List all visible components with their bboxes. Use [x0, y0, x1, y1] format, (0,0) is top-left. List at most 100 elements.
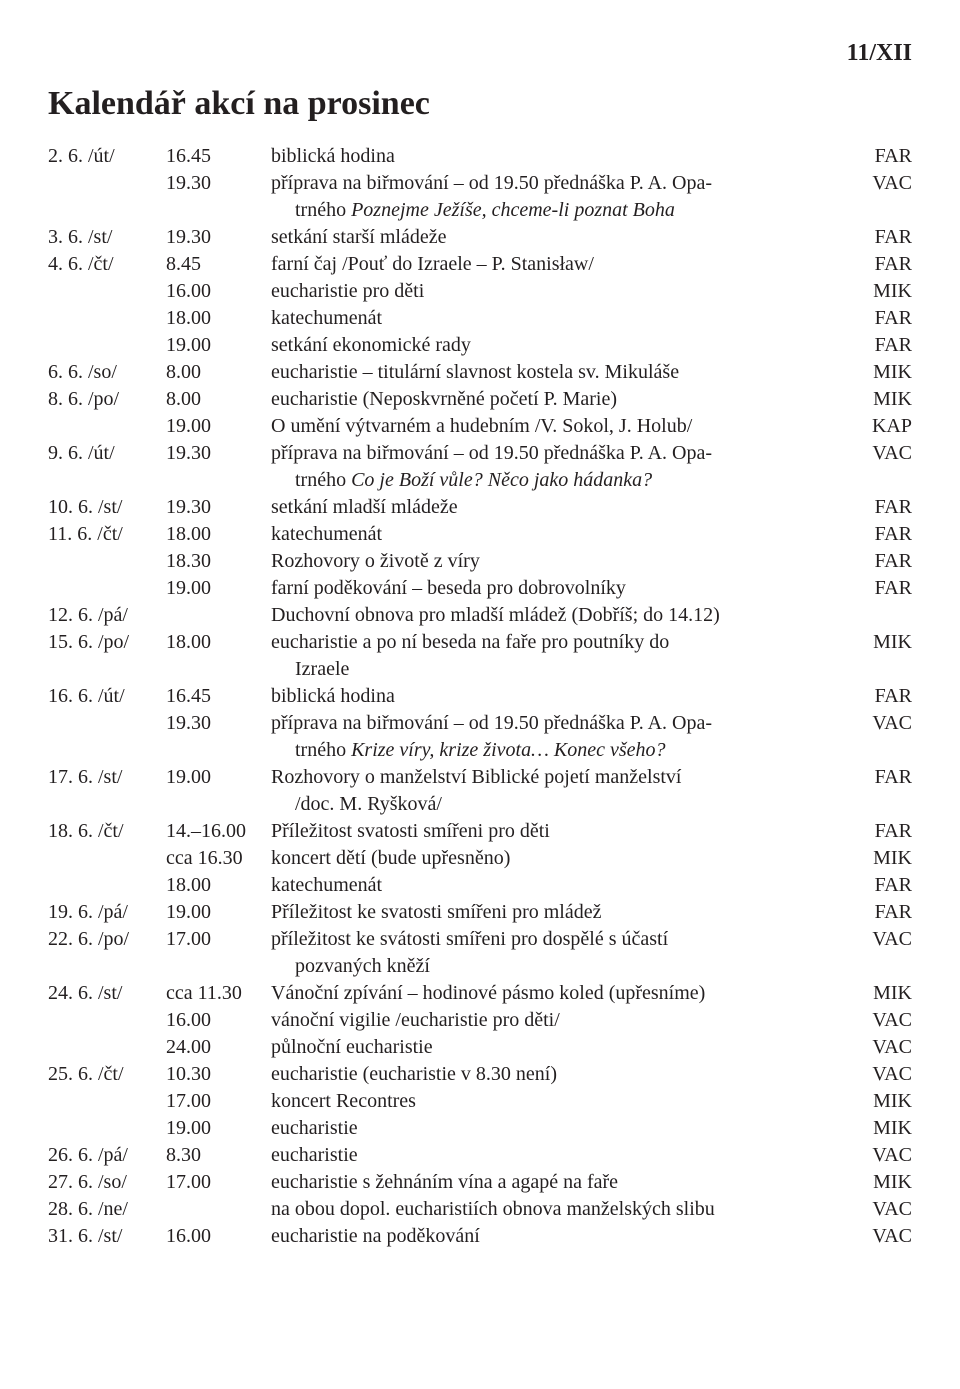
calendar-row: 19.30příprava na biřmování – od 19.50 př… [48, 170, 912, 197]
description-cell: biblická hodina [271, 683, 854, 710]
calendar-row: 15. 6. /po/18.00eucharistie a po ní bese… [48, 629, 912, 656]
description-cell: příprava na biřmování – od 19.50 přednáš… [271, 440, 854, 467]
description-cell: katechumenát [271, 305, 854, 332]
description-cell: farní čaj /Pouť do Izraele – P. Stanisła… [271, 251, 854, 278]
time-cell: 18.00 [166, 629, 271, 656]
description-cell: eucharistie (eucharistie v 8.30 není) [271, 1061, 854, 1088]
time-cell: 14.–16.00 [166, 818, 271, 845]
location-code-cell: FAR [854, 548, 912, 575]
calendar-row: 17. 6. /st/19.00Rozhovory o manželství B… [48, 764, 912, 791]
date-cell [48, 1034, 166, 1061]
time-cell: 17.00 [166, 1088, 271, 1115]
date-cell [48, 170, 166, 197]
time-cell: cca 16.30 [166, 845, 271, 872]
date-cell [48, 197, 166, 224]
date-cell: 25. 6. /čt/ [48, 1061, 166, 1088]
time-cell: 19.30 [166, 710, 271, 737]
date-cell: 19. 6. /pá/ [48, 899, 166, 926]
time-cell: 16.00 [166, 1223, 271, 1250]
date-cell [48, 332, 166, 359]
date-cell [48, 953, 166, 980]
calendar-row: 27. 6. /so/17.00eucharistie s žehnáním v… [48, 1169, 912, 1196]
calendar-row: 2. 6. /út/16.45biblická hodinaFAR [48, 143, 912, 170]
location-code-cell: MIK [854, 386, 912, 413]
date-cell: 17. 6. /st/ [48, 764, 166, 791]
location-code-cell: FAR [854, 332, 912, 359]
time-cell: 19.00 [166, 413, 271, 440]
location-code-cell: KAP [854, 413, 912, 440]
date-cell: 11. 6. /čt/ [48, 521, 166, 548]
description-cell: farní poděkování – beseda pro dobrovolní… [271, 575, 854, 602]
date-cell [48, 305, 166, 332]
calendar-row: trného Co je Boží vůle? Něco jako hádank… [48, 467, 912, 494]
time-cell: 19.00 [166, 1115, 271, 1142]
description-cell: Příležitost ke svatosti smířeni pro mlád… [271, 899, 854, 926]
description-cell: eucharistie pro děti [271, 278, 854, 305]
location-code-cell: MIK [854, 1088, 912, 1115]
time-cell [166, 656, 271, 683]
time-cell: cca 11.30 [166, 980, 271, 1007]
time-cell: 19.30 [166, 440, 271, 467]
calendar-row: 24. 6. /st/cca 11.30Vánoční zpívání – ho… [48, 980, 912, 1007]
time-cell: 19.30 [166, 170, 271, 197]
location-code-cell [854, 791, 912, 818]
time-cell: 18.30 [166, 548, 271, 575]
date-cell [48, 710, 166, 737]
location-code-cell: FAR [854, 251, 912, 278]
calendar-row: 19.00eucharistieMIK [48, 1115, 912, 1142]
calendar-row: trného Poznejme Ježíše, chceme-li poznat… [48, 197, 912, 224]
calendar-row: 25. 6. /čt/10.30eucharistie (eucharistie… [48, 1061, 912, 1088]
time-cell: 19.00 [166, 899, 271, 926]
calendar-row: 18. 6. /čt/14.–16.00Příležitost svatosti… [48, 818, 912, 845]
time-cell: 18.00 [166, 305, 271, 332]
description-cell: Příležitost svatosti smířeni pro děti [271, 818, 854, 845]
date-cell: 15. 6. /po/ [48, 629, 166, 656]
location-code-cell: FAR [854, 494, 912, 521]
date-cell: 10. 6. /st/ [48, 494, 166, 521]
calendar-row: 18.00katechumenátFAR [48, 872, 912, 899]
time-cell: 10.30 [166, 1061, 271, 1088]
issue-number: 11/XII [48, 40, 912, 67]
description-cell: koncert dětí (bude upřesněno) [271, 845, 854, 872]
calendar-row: 16.00eucharistie pro dětiMIK [48, 278, 912, 305]
description-cell: Rozhovory o manželství Biblické pojetí m… [271, 764, 854, 791]
description-cell: příprava na biřmování – od 19.50 přednáš… [271, 710, 854, 737]
calendar-row: 31. 6. /st/16.00eucharistie na poděkován… [48, 1223, 912, 1250]
date-cell: 31. 6. /st/ [48, 1223, 166, 1250]
date-cell [48, 278, 166, 305]
location-code-cell: FAR [854, 764, 912, 791]
description-cell: /doc. M. Ryšková/ [271, 791, 854, 818]
time-cell: 19.00 [166, 575, 271, 602]
location-code-cell: FAR [854, 872, 912, 899]
location-code-cell: VAC [854, 710, 912, 737]
date-cell [48, 467, 166, 494]
calendar-row: 28. 6. /ne/na obou dopol. eucharistiích … [48, 1196, 912, 1223]
location-code-cell: MIK [854, 845, 912, 872]
location-code-cell: FAR [854, 143, 912, 170]
location-code-cell: VAC [854, 926, 912, 953]
date-cell [48, 1088, 166, 1115]
date-cell: 22. 6. /po/ [48, 926, 166, 953]
calendar-row: 6. 6. /so/8.00eucharistie – titulární sl… [48, 359, 912, 386]
location-code-cell: VAC [854, 1007, 912, 1034]
calendar-row: 19. 6. /pá/19.00Příležitost ke svatosti … [48, 899, 912, 926]
calendar-row: 19.00O umění výtvarném a hudebním /V. So… [48, 413, 912, 440]
calendar-row: 24.00půlnoční eucharistieVAC [48, 1034, 912, 1061]
description-cell: eucharistie [271, 1142, 854, 1169]
location-code-cell [854, 602, 912, 629]
location-code-cell: FAR [854, 683, 912, 710]
page-title: Kalendář akcí na prosinec [48, 85, 912, 123]
location-code-cell: FAR [854, 575, 912, 602]
description-cell: trného Krize víry, krize života… Konec v… [271, 737, 854, 764]
location-code-cell: VAC [854, 1061, 912, 1088]
description-cell: katechumenát [271, 872, 854, 899]
location-code-cell: VAC [854, 170, 912, 197]
time-cell: 16.00 [166, 1007, 271, 1034]
date-cell [48, 413, 166, 440]
description-cell: biblická hodina [271, 143, 854, 170]
time-cell: 16.45 [166, 143, 271, 170]
calendar-row: 9. 6. /út/19.30příprava na biřmování – o… [48, 440, 912, 467]
description-cell: na obou dopol. eucharistiích obnova manž… [271, 1196, 854, 1223]
calendar-row: 12. 6. /pá/Duchovní obnova pro mladší ml… [48, 602, 912, 629]
time-cell [166, 602, 271, 629]
